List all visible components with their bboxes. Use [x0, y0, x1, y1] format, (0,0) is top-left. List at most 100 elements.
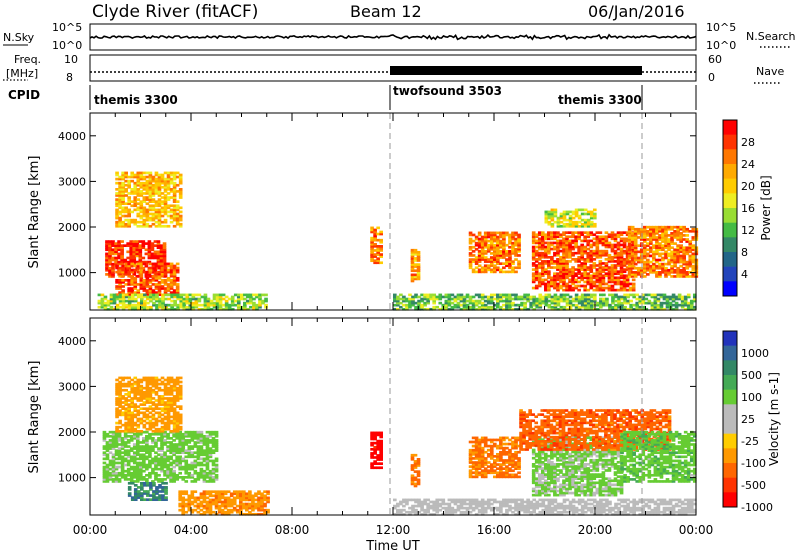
- power-echo-cell: [553, 237, 557, 241]
- vel-echo-cell: [145, 437, 149, 440]
- vel-echo-cell: [199, 476, 204, 479]
- vel-echo-cell: [181, 437, 186, 440]
- vel-echo-cell: [190, 496, 195, 500]
- vel-echo-cell: [166, 471, 170, 475]
- vel-echo-cell: [181, 434, 186, 438]
- vel-echo-cell: [178, 471, 183, 475]
- power-echo-cell: [550, 218, 555, 222]
- power-echo-cell: [589, 268, 594, 271]
- vel-echo-cell: [260, 502, 264, 506]
- power-echo-cell: [373, 255, 377, 258]
- vel-echo-cell: [248, 504, 252, 508]
- vel-echo-cell: [120, 476, 125, 479]
- power-echo-cell: [601, 253, 606, 257]
- power-echo-cell: [659, 301, 664, 305]
- vel-echo-cell: [151, 403, 156, 406]
- vel-echo-cell: [105, 441, 110, 444]
- vel-echo-cell: [118, 403, 122, 406]
- power-echo-cell: [453, 299, 458, 303]
- vel-echo-cell: [169, 390, 174, 394]
- power-echo-cell: [691, 260, 696, 264]
- vel-echo-cell: [108, 441, 113, 444]
- vel-echo-cell: [145, 439, 149, 442]
- power-echo-cell: [408, 303, 412, 307]
- power-echo-cell: [379, 253, 383, 256]
- power-echo-cell: [577, 255, 581, 259]
- power-echo-cell: [465, 305, 470, 309]
- vel-echo-cell: [208, 469, 213, 473]
- power-echo-cell: [370, 257, 374, 260]
- vel-echo-cell: [118, 390, 122, 394]
- vel-echo-cell: [175, 476, 179, 479]
- power-echo-cell: [154, 171, 159, 175]
- power-echo-cell: [642, 260, 647, 264]
- power-echo-cell: [121, 297, 126, 301]
- power-echo-cell: [153, 256, 158, 260]
- vel-echo-cell: [163, 473, 167, 477]
- vel-echo-cell: [118, 386, 122, 390]
- vel-echo-cell: [220, 492, 225, 496]
- date-title: 06/Jan/2016: [588, 2, 685, 21]
- power-echo-cell: [508, 270, 512, 274]
- power-echo-cell: [489, 293, 494, 297]
- power-echo-cell: [142, 181, 147, 185]
- power-echo-cell: [145, 188, 150, 191]
- power-echo-cell: [562, 276, 566, 280]
- power-echo-cell: [142, 185, 147, 189]
- vel-echo-cell: [105, 443, 110, 446]
- vel-echo-cell: [133, 427, 138, 431]
- power-echo-cell: [103, 297, 108, 301]
- power-echo-cell: [156, 250, 161, 254]
- power-echo-cell: [486, 260, 491, 263]
- vel-echo-cell: [132, 437, 137, 440]
- vel-echo-cell: [238, 508, 243, 512]
- power-echo-cell: [477, 231, 482, 235]
- vel-echo-cell: [127, 492, 132, 495]
- power-echo-cell: [679, 248, 683, 252]
- vel-echo-cell: [235, 510, 240, 514]
- vel-echo-cell: [138, 441, 143, 444]
- vel-echo-cell: [205, 473, 210, 477]
- power-echo-cell: [480, 293, 485, 297]
- power-echo-cell: [596, 301, 600, 305]
- power-echo-cell: [162, 250, 167, 254]
- vel-echo-cell: [154, 432, 158, 436]
- power-echo-cell: [133, 299, 138, 303]
- power-echo-cell: [547, 293, 552, 297]
- power-echo-cell: [553, 253, 557, 257]
- power-echo-cell: [658, 262, 662, 266]
- power-echo-cell: [462, 307, 467, 311]
- vel-echo-cell: [105, 478, 110, 481]
- power-echo-cell: [376, 238, 380, 242]
- power-echo-cell: [673, 268, 677, 272]
- power-echo-cell: [157, 266, 162, 270]
- power-echo-cell: [658, 264, 662, 268]
- vel-echo-cell: [138, 445, 143, 448]
- vel-echo-cell: [175, 380, 180, 384]
- power-echo-cell: [480, 268, 485, 272]
- vel-echo-cell: [108, 430, 113, 434]
- power-echo-cell: [646, 266, 650, 270]
- power-echo-cell: [514, 231, 518, 235]
- power-echo-cell: [462, 301, 467, 305]
- power-echo-cell: [571, 272, 575, 276]
- power-echo-cell: [468, 266, 473, 270]
- vel-echo-cell: [202, 451, 207, 455]
- power-echo-cell: [674, 297, 679, 301]
- power-echo-cell: [642, 227, 647, 231]
- power-echo-cell: [496, 245, 500, 249]
- power-echo-cell: [547, 235, 551, 239]
- vel-echo-cell: [370, 443, 374, 447]
- power-echo-cell: [623, 297, 627, 301]
- power-echo-cell: [586, 274, 591, 278]
- power-echo-cell: [556, 272, 560, 276]
- power-echo-cell: [508, 241, 512, 245]
- power-echo-cell: [121, 173, 125, 177]
- power-echo-cell: [157, 185, 162, 189]
- power-echo-cell: [151, 204, 156, 208]
- power-echo-cell: [627, 240, 632, 243]
- power-echo-cell: [121, 289, 125, 292]
- vel-echo-cell: [202, 500, 207, 504]
- power-echo-cell: [218, 303, 223, 307]
- power-echo-cell: [574, 258, 578, 261]
